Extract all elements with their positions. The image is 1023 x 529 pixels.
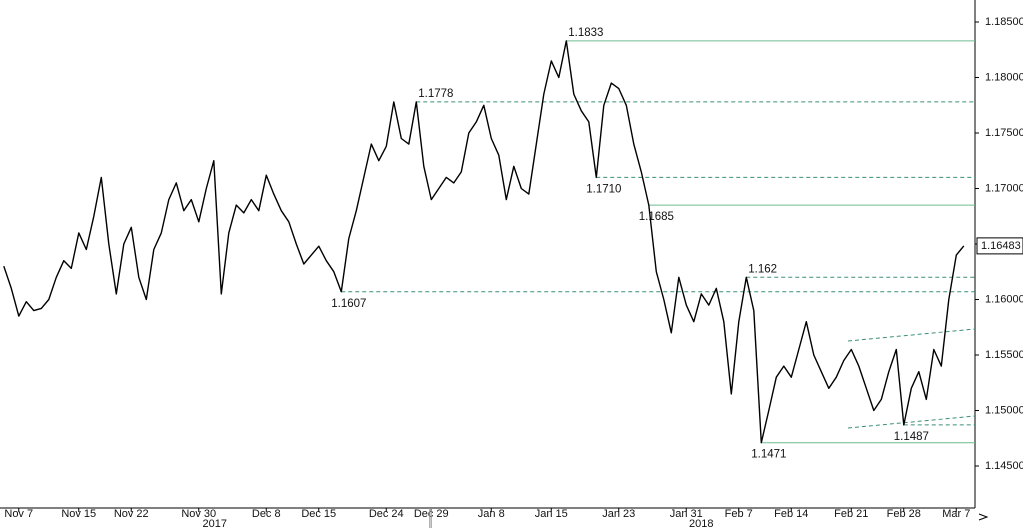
level-label: 1.1607 (331, 298, 366, 310)
x-tick-label: Nov 15 (61, 508, 96, 520)
scroll-arrow (978, 513, 989, 521)
year-label: 2017 (203, 518, 227, 529)
trend-line (847, 328, 976, 342)
level-label: 1.1710 (586, 183, 621, 195)
level-label: 1.1471 (751, 449, 786, 461)
x-tick-label: Dec 15 (301, 508, 336, 520)
y-tick-label: 1.15500 (985, 349, 1023, 361)
x-tick-label: Feb 14 (774, 508, 808, 520)
level-label: 1.1487 (894, 431, 929, 443)
y-tick-label: 1.17500 (985, 127, 1023, 139)
last-price-label: 1.16483 (981, 240, 1021, 252)
x-tick-label: Feb 28 (887, 508, 921, 520)
x-tick-label: Jan 8 (478, 508, 505, 520)
x-tick-label: Nov 22 (114, 508, 149, 520)
level-label: 1.1685 (639, 211, 674, 223)
y-tick-label: 1.18000 (985, 71, 1023, 83)
x-tick-label: Dec 24 (369, 508, 404, 520)
x-tick-label: Feb 7 (725, 508, 753, 520)
x-tick-label: Jan 15 (535, 508, 568, 520)
price-line (3, 40, 965, 444)
last-price-box (976, 237, 1023, 255)
y-tick-label: 1.16000 (985, 293, 1023, 305)
level-label: 1.1833 (568, 27, 603, 39)
level-label: 1.162 (748, 263, 777, 275)
x-tick-label: Dec 8 (252, 508, 281, 520)
level-label: 1.1778 (418, 88, 453, 100)
y-tick-label: 1.15000 (985, 404, 1023, 416)
y-tick-label: 1.17000 (985, 182, 1023, 194)
y-tick-label: 1.14500 (985, 460, 1023, 472)
y-tick-label: 1.18500 (985, 16, 1023, 28)
x-tick-label: Nov 7 (4, 508, 33, 520)
x-tick-label: Mar 7 (942, 508, 970, 520)
x-tick-label: Feb 21 (834, 508, 868, 520)
year-label: 2018 (689, 518, 713, 529)
x-tick-label: Nov 30 (181, 508, 216, 520)
x-tick-label: Jan 31 (670, 508, 703, 520)
x-tick-label: Jan 23 (602, 508, 635, 520)
trend-line (847, 415, 976, 429)
